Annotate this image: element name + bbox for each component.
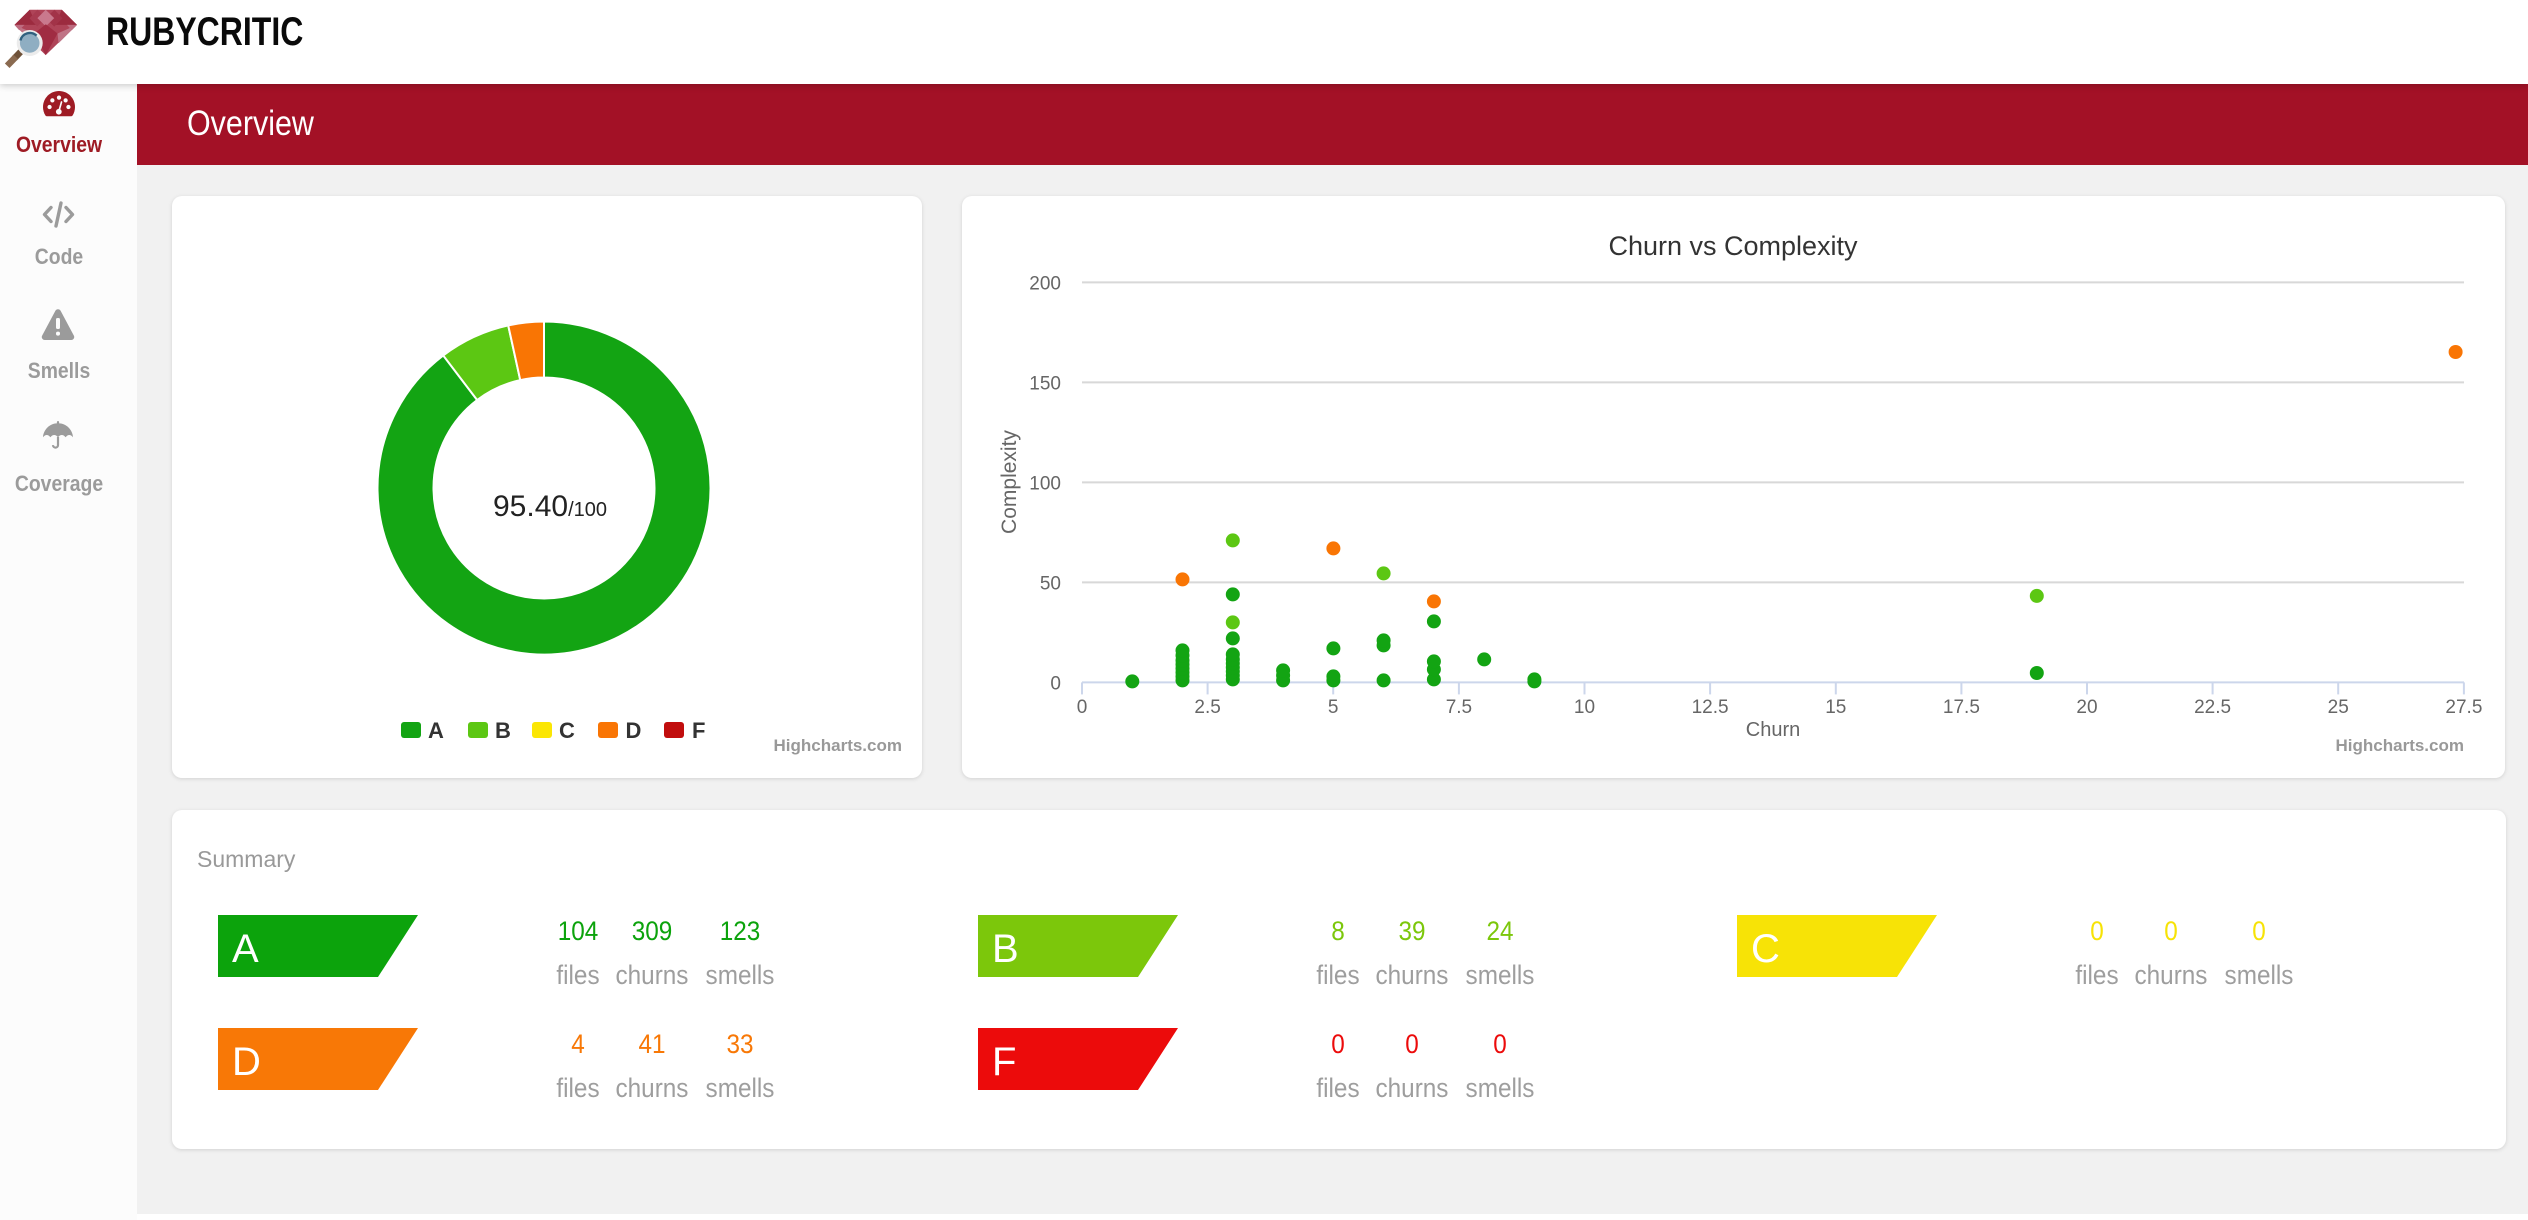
svg-text:15: 15	[1825, 697, 1846, 718]
svg-text:20: 20	[2076, 697, 2097, 718]
svg-text:7.5: 7.5	[1446, 697, 1472, 718]
svg-text:Complexity: Complexity	[998, 430, 1021, 534]
svg-text:17.5: 17.5	[1943, 697, 1980, 718]
svg-text:Churn vs Complexity: Churn vs Complexity	[1608, 231, 1858, 261]
svg-text:5: 5	[1328, 697, 1339, 718]
svg-text:200: 200	[1029, 273, 1061, 294]
svg-text:2.5: 2.5	[1194, 697, 1220, 718]
svg-text:0: 0	[1050, 673, 1061, 694]
svg-text:50: 50	[1040, 573, 1061, 594]
svg-text:Churn: Churn	[1746, 719, 1800, 741]
svg-text:100: 100	[1029, 473, 1061, 494]
svg-text:0: 0	[1077, 697, 1088, 718]
svg-text:27.5: 27.5	[2445, 697, 2482, 718]
svg-text:12.5: 12.5	[1692, 697, 1729, 718]
svg-text:10: 10	[1574, 697, 1595, 718]
svg-text:150: 150	[1029, 373, 1061, 394]
svg-text:22.5: 22.5	[2194, 697, 2231, 718]
svg-text:25: 25	[2328, 697, 2349, 718]
